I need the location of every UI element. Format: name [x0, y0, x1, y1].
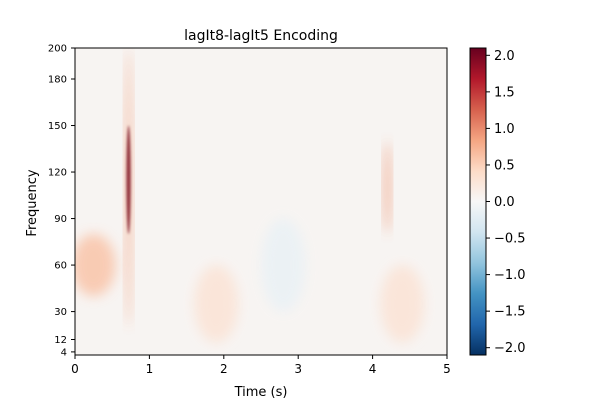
colorbar: [469, 47, 487, 356]
heatmap-blob: [125, 48, 132, 328]
colorbar-tick-label: −0.5: [494, 232, 526, 247]
x-axis-label: Time (s): [234, 385, 288, 400]
y-tick-label: 30: [54, 307, 67, 318]
x-tick-label: 2: [220, 362, 228, 376]
x-tick-label: 5: [443, 362, 451, 376]
colorbar-tick-label: 2.0: [494, 49, 515, 64]
y-tick-label: 60: [54, 261, 67, 272]
colorbar-tick-label: 0.0: [494, 195, 515, 210]
x-tick-label: 1: [146, 362, 154, 376]
heatmap-blob: [261, 218, 306, 312]
colorbar-tick-label: 1.5: [494, 85, 515, 100]
heatmap-blob: [380, 265, 425, 343]
colorbar-ticks: 2.0 1.5 1.0 0.5 0.0 −0.5 −1.0 −1.5 −2.0: [486, 49, 526, 356]
chart-title: lagIt8-lagIt5 Encoding: [184, 28, 338, 44]
colorbar-tick-label: −1.5: [494, 305, 526, 320]
y-tick-label: 120: [48, 168, 67, 179]
heatmap-blob: [384, 141, 391, 235]
y-tick-label: 12: [54, 335, 67, 346]
heatmap-area: [75, 48, 447, 355]
heatmap-blob: [75, 234, 116, 297]
heatmap-blobs: [75, 48, 425, 343]
x-tick-label: 4: [369, 362, 377, 376]
y-tick-label: 4: [61, 347, 67, 358]
colorbar-tick-label: 1.0: [494, 122, 515, 137]
y-tick-label: 180: [48, 75, 67, 86]
x-axis: 0 1 2 3 4 5: [71, 355, 451, 376]
y-tick-label: 200: [48, 44, 67, 55]
x-tick-label: 3: [294, 362, 302, 376]
y-tick-label: 150: [48, 121, 67, 132]
y-axis-label: Frequency: [25, 169, 40, 236]
x-tick-label: 0: [71, 362, 79, 376]
y-axis: 412 30 60 90 120 150 180 200: [48, 44, 75, 358]
colorbar-tick-label: −1.0: [494, 268, 526, 283]
heatmap-blob: [194, 265, 239, 343]
colorbar-tick-label: 0.5: [494, 158, 515, 173]
colorbar-tick-label: −2.0: [494, 341, 526, 356]
y-tick-label: 90: [54, 214, 67, 225]
plot-frame: [74, 47, 448, 356]
